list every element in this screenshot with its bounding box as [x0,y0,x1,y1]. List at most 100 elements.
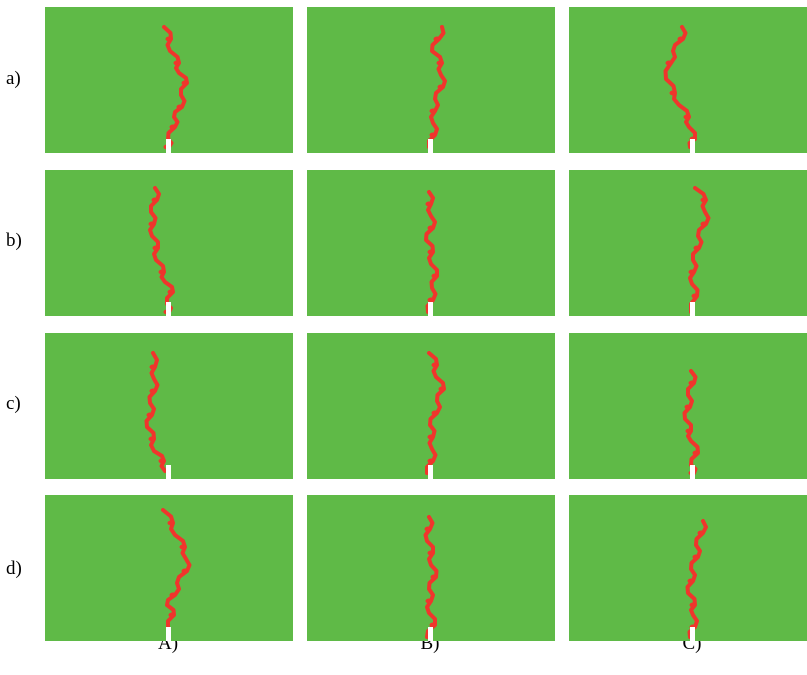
crack-path [682,369,700,475]
panel-a-C [569,7,807,153]
crack-segment [425,598,433,604]
notch [690,302,695,316]
panel-d-B [307,495,555,641]
crack-segment [152,245,160,251]
row-label-b: b) [6,230,22,251]
row-label-a: a) [6,68,21,89]
crack-segment [427,225,435,231]
crack-segment [148,221,156,227]
crack-segment [691,293,699,299]
crack-path [663,25,697,149]
crack-segment [437,84,445,90]
crack-segment [692,450,700,456]
notch [428,465,433,479]
panel-c-A [45,333,293,479]
crack-segment [700,197,708,203]
crack-segment [167,289,175,295]
panel-d-C [569,495,807,641]
panel-a-A-drawing [162,25,189,153]
crack-segment [431,410,439,416]
crack-segment [149,388,157,394]
crack-segment [181,568,189,574]
panel-c-B [307,333,555,479]
notch [166,627,171,641]
panel-b-B-drawing [424,190,439,316]
row-label-d: d) [6,558,22,579]
crack-segment [431,362,439,368]
notch [428,139,433,153]
crack-segment [425,201,433,207]
notch [166,139,171,153]
crack-segment [173,60,181,66]
crack-segment [151,197,159,203]
crack-segment [167,520,175,526]
crack-segment [148,436,156,442]
notch [690,139,695,153]
crack-segment [700,221,708,227]
crack-segment [433,36,441,42]
crack-segment [427,297,435,303]
crack-segment [424,526,432,532]
notch [428,302,433,316]
panel-a-B-drawing [427,25,447,153]
crack-segment [431,273,439,279]
notch [690,465,695,479]
panel-a-B [307,7,555,153]
crack-segment [169,592,177,598]
crack-segment [683,114,691,120]
notch [166,465,171,479]
panel-d-A-drawing [161,508,192,641]
panel-d-A [45,495,293,641]
panel-c-C-drawing [682,369,700,479]
notch [690,627,695,641]
crack-path [144,351,167,473]
crack-segment [669,90,677,96]
crack-segment [427,458,435,464]
crack-path [161,508,192,629]
panel-b-A [45,170,293,316]
crack-segment [427,550,435,556]
crack-segment [429,108,437,114]
panel-c-B-drawing [425,351,446,479]
crack-segment [677,36,685,42]
crack-segment [689,602,697,608]
crack-segment [436,60,444,66]
crack-segment [181,80,189,86]
panel-a-C-drawing [663,25,697,153]
crack-segment [693,245,701,251]
crack-segment [146,412,154,418]
panel-b-A-drawing [148,186,175,316]
crack-segment [169,124,177,130]
crack-segment [684,404,692,410]
crack-segment [430,574,438,580]
panel-d-C-drawing [685,519,708,641]
crack-segment [429,132,437,138]
crack-segment [168,612,176,618]
crack-segment [687,578,695,584]
panel-b-B [307,170,555,316]
crack-segment [179,544,187,550]
panel-b-C-drawing [688,186,711,316]
crack-segment [697,530,705,536]
crack-segment [688,380,696,386]
crack-segment [429,622,437,628]
crack-segment [427,249,435,255]
crack-segment [665,60,673,66]
crack-segment [438,386,446,392]
crack-segment [149,364,157,370]
crack-segment [692,554,700,560]
panel-d-B-drawing [423,515,439,641]
crack-segment [158,269,166,275]
crack-segment [158,458,166,464]
crack-segment [165,36,173,42]
crack-segment [685,428,693,434]
crack-path [162,25,189,149]
crack-segment [688,269,696,275]
panel-a-A [45,7,293,153]
panel-c-C [569,333,807,479]
notch [166,302,171,316]
notch [428,627,433,641]
panel-b-C [569,170,807,316]
panel-c-A-drawing [144,351,171,479]
crack-segment [176,104,184,110]
